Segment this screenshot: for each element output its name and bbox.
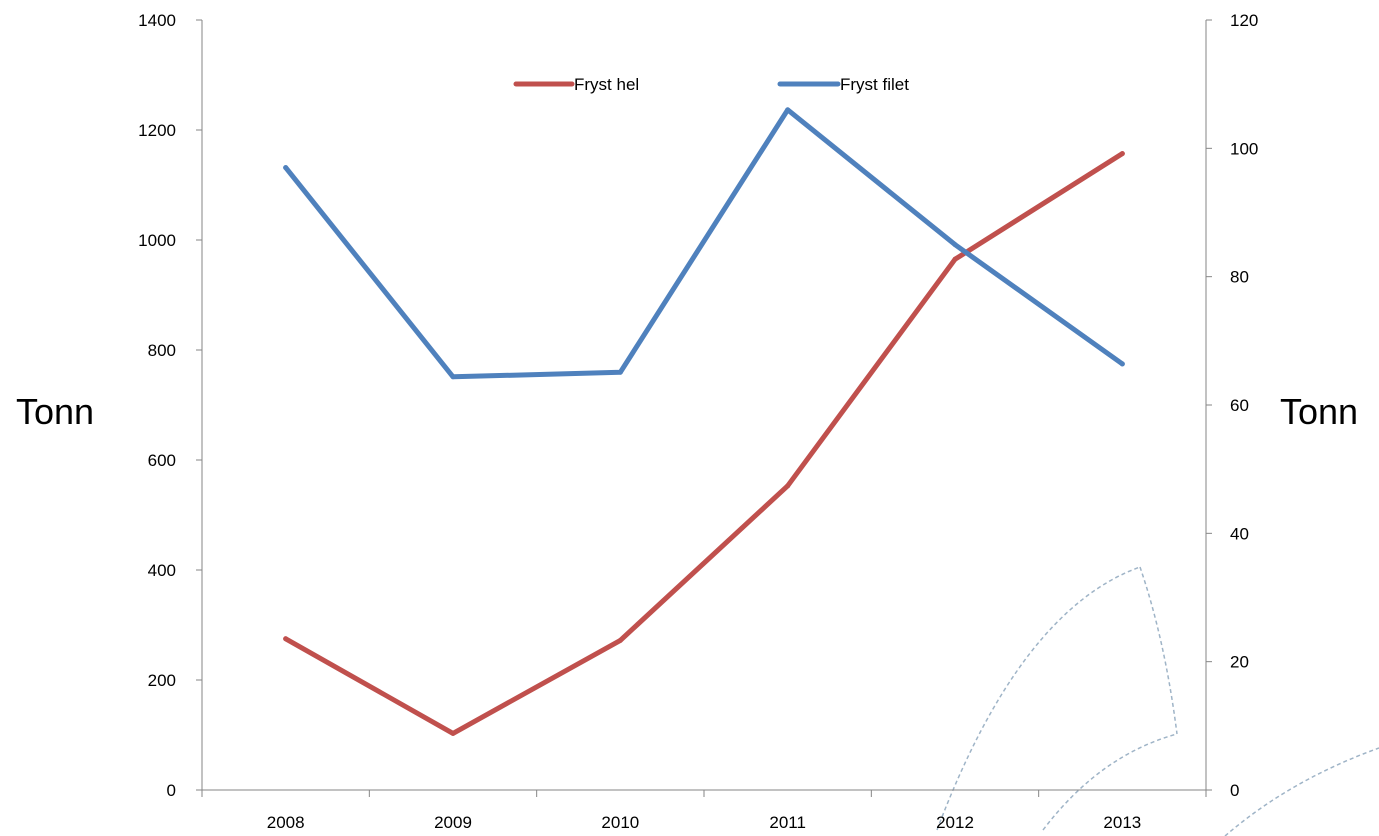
- series-line-fryst-filet: [283, 107, 1125, 380]
- right-tick-label: 20: [1230, 653, 1249, 672]
- right-tick-label: 120: [1230, 11, 1258, 30]
- legend-label-fryst-hel: Fryst hel: [574, 75, 639, 94]
- left-tick-label: 800: [148, 341, 176, 360]
- left-tick-label: 1200: [138, 121, 176, 140]
- x-tick-label: 2010: [601, 813, 639, 832]
- data-point-fryst-hel: [283, 636, 289, 642]
- series-line-fryst-hel: [283, 151, 1125, 736]
- right-tick-label: 80: [1230, 268, 1249, 287]
- data-point-fryst-filet: [785, 107, 791, 113]
- decorative-arc: [1139, 566, 1178, 735]
- x-tick-label: 2012: [936, 813, 974, 832]
- data-point-fryst-filet: [283, 165, 289, 171]
- right-tick-label: 0: [1230, 781, 1239, 800]
- left-tick-label: 1400: [138, 11, 176, 30]
- data-point-fryst-hel: [450, 730, 456, 736]
- right-tick-label: 40: [1230, 524, 1249, 543]
- left-tick-label: 600: [148, 451, 176, 470]
- x-tick-label: 2013: [1103, 813, 1141, 832]
- data-point-fryst-filet: [617, 369, 623, 375]
- legend-label-fryst-filet: Fryst filet: [840, 75, 909, 94]
- right-tick-label: 60: [1230, 396, 1249, 415]
- x-tick-label: 2008: [267, 813, 305, 832]
- decorative-arc: [1042, 733, 1178, 831]
- left-y-ticks: 0 200 400 600 800 1000 1200 1400: [138, 11, 202, 800]
- decorative-arc: [936, 566, 1141, 831]
- data-point-fryst-hel: [1119, 151, 1125, 157]
- legend: Fryst hel Fryst filet: [513, 75, 909, 94]
- data-point-fryst-filet: [450, 374, 456, 380]
- left-tick-label: 200: [148, 671, 176, 690]
- left-tick-label: 0: [167, 781, 176, 800]
- right-tick-label: 100: [1230, 139, 1258, 158]
- decorative-arcs: [936, 566, 1379, 836]
- left-axis-title: Tonn: [16, 391, 94, 432]
- series-layer: [283, 107, 1125, 736]
- left-tick-label: 1000: [138, 231, 176, 250]
- data-point-fryst-hel: [952, 256, 958, 262]
- left-tick-label: 400: [148, 561, 176, 580]
- data-point-fryst-hel: [785, 483, 791, 489]
- data-point-fryst-filet: [1119, 361, 1125, 367]
- data-point-fryst-hel: [617, 637, 623, 643]
- data-point-fryst-filet: [952, 242, 958, 248]
- x-axis-ticks: 2008 2009 2010 2011 2012 2013: [201, 790, 1207, 832]
- x-tick-label: 2011: [769, 813, 806, 832]
- plot-axes: 0 200 400 600 800 1000 1200 1400 0 20 40 60 80 100 12…: [138, 11, 1258, 832]
- right-axis-title: Tonn: [1280, 391, 1358, 432]
- right-y-ticks: 0 20 40 60 80 100 120: [1206, 11, 1258, 800]
- x-tick-label: 2009: [434, 813, 472, 832]
- decorative-arc: [1224, 747, 1379, 836]
